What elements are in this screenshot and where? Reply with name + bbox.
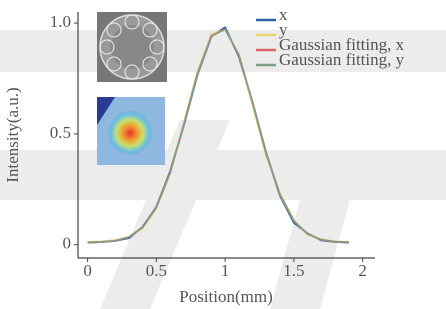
x-axis-label: Position(mm) [179, 287, 273, 306]
x-tick-label: 1.5 [283, 261, 304, 280]
y-axis-label: Intensity(a.u.) [3, 87, 22, 182]
y-tick-label: 0 [63, 234, 72, 253]
x-tick-label: 0 [83, 261, 92, 280]
inset-fiber-image [97, 12, 167, 82]
x-tick-label: 1 [221, 261, 230, 280]
inset-beam-image [97, 97, 165, 165]
x-tick-label: 0.5 [146, 261, 167, 280]
y-tick-label: 1.0 [50, 12, 71, 31]
legend-label: Gaussian fitting, y [279, 50, 405, 69]
chart: Position(mm) Intensity(a.u.) 0 0.5 1 1.5 2 0 0… [0, 0, 446, 309]
x-tick-label: 2 [358, 261, 367, 280]
y-tick-label: 0.5 [50, 123, 71, 142]
